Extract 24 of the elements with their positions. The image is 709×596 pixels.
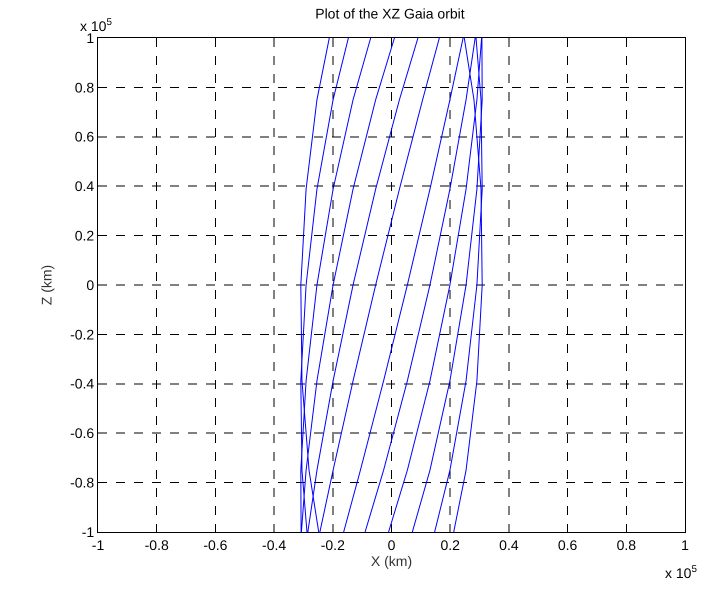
y-tick-label: 0.8 bbox=[74, 79, 94, 96]
chart-title: Plot of the XZ Gaia orbit bbox=[315, 6, 465, 22]
x-tick-label: 0.4 bbox=[499, 536, 519, 553]
x-tick-label: 0.8 bbox=[616, 536, 636, 553]
x-tick-label: -0.4 bbox=[262, 536, 286, 553]
x-tick-label: -0.6 bbox=[203, 536, 228, 553]
y-axis-title: Z (km) bbox=[38, 264, 55, 306]
x-tick-label: -0.8 bbox=[144, 536, 169, 553]
y-tick-label: 0 bbox=[86, 276, 94, 293]
y-tick-label: -0.4 bbox=[70, 376, 94, 392]
x-tick-label: 0.6 bbox=[558, 536, 578, 553]
y-tick-label: 0.2 bbox=[74, 228, 94, 244]
x-tick-label: -0.2 bbox=[320, 536, 346, 553]
y-tick-label: -0.2 bbox=[70, 326, 94, 342]
text: x 10$^{5}$ bbox=[665, 564, 698, 581]
y-tick-label: 0.4 bbox=[74, 178, 94, 194]
x-tick-label: 1 bbox=[681, 536, 690, 553]
x-axis-title: X (km) bbox=[370, 553, 412, 570]
y-tick-label: -1 bbox=[82, 524, 94, 540]
x-tick-label: 0.2 bbox=[440, 536, 460, 553]
x-tick-label: 0 bbox=[388, 536, 396, 553]
y-tick-label: -0.8 bbox=[70, 474, 94, 490]
y-tick-label: -0.6 bbox=[70, 425, 94, 442]
y-tick-label: 0.6 bbox=[74, 128, 94, 145]
